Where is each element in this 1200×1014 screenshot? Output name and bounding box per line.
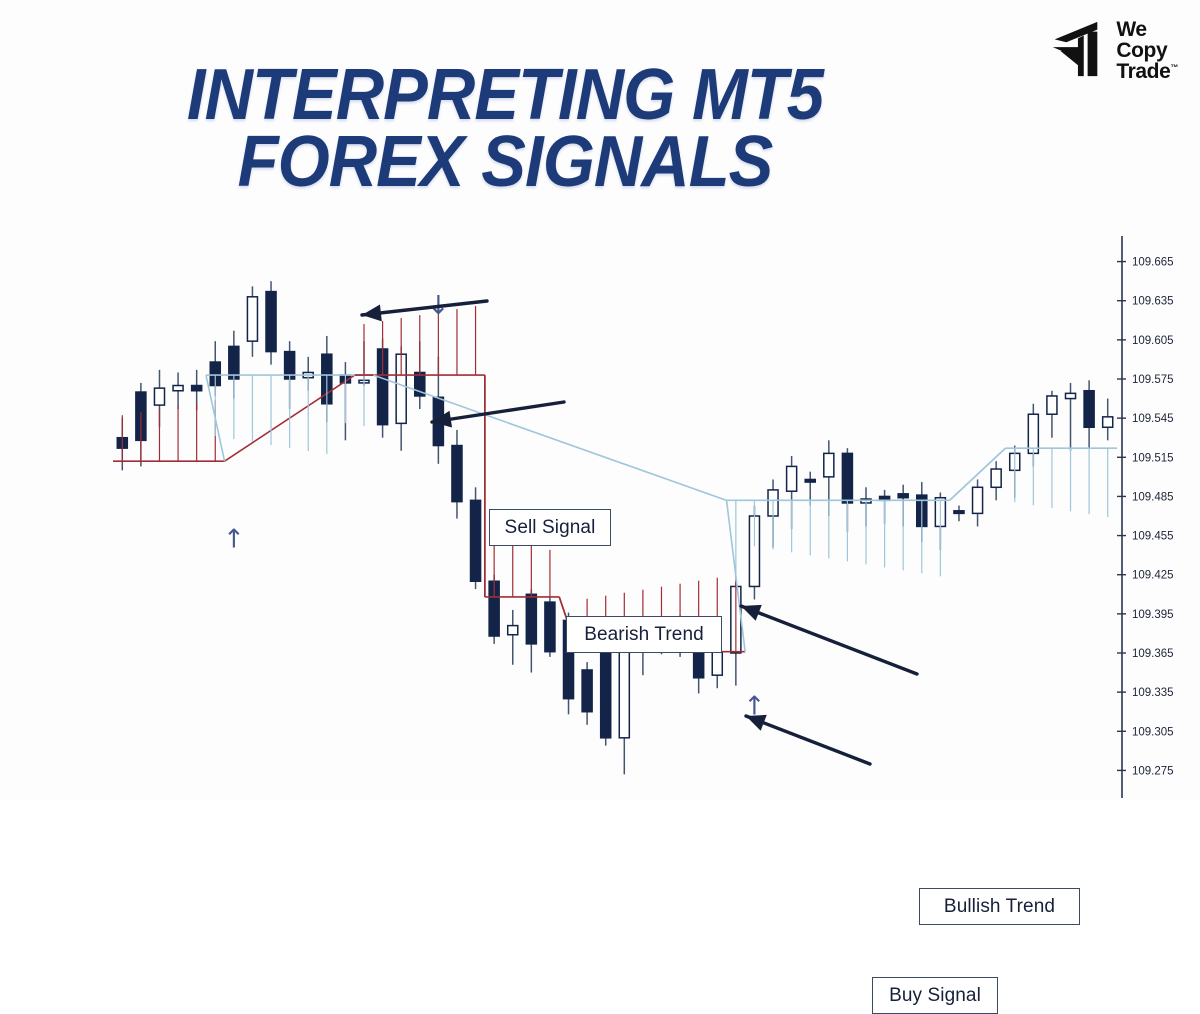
signal-markers: ↑↓↑ — [223, 291, 765, 722]
annotation-sell-signal[interactable]: Sell Signal — [489, 509, 611, 546]
candle — [599, 643, 612, 746]
logo-text-line-3: Trade™ — [1116, 59, 1178, 83]
axis-tick-label: 109.605 — [1132, 335, 1174, 347]
arrow-bullish-trend — [739, 604, 919, 676]
candle — [451, 429, 463, 519]
trademark-symbol: ™ — [1170, 62, 1178, 72]
arrow-bearish-trend — [430, 400, 566, 428]
title-line-2: FOREX SIGNALS — [237, 121, 774, 202]
trend-connector — [205, 374, 226, 462]
axis-tick-label: 109.575 — [1132, 374, 1174, 386]
page-title: INTERPRETING MT5 FOREX SIGNALS — [0, 55, 1010, 202]
annotation-bearish-trend[interactable]: Bearish Trend — [566, 616, 722, 653]
candle — [506, 609, 519, 665]
arrow-buy-signal — [744, 714, 872, 766]
axis-tick-label: 109.665 — [1132, 257, 1174, 269]
axis-tick-label: 109.305 — [1132, 726, 1174, 738]
candle — [953, 505, 965, 522]
candle — [1083, 380, 1095, 449]
price-axis: 109.665 109.635 109.605 109.575 109.545 109.5… — [1117, 236, 1174, 798]
candle — [1046, 390, 1058, 438]
axis-tick-label: 109.365 — [1132, 648, 1174, 660]
logo-wordmark: We Copy Trade™ — [1116, 18, 1178, 82]
chart-svg: ↑↓↑ 109.665109.635109.605109.575109.5451… — [113, 236, 1174, 798]
annotation-bullish-trend[interactable]: Bullish Trend — [919, 888, 1080, 925]
candle — [172, 372, 184, 410]
candle — [525, 589, 538, 673]
candle — [618, 643, 631, 775]
candle — [1101, 398, 1114, 441]
candle — [265, 281, 277, 365]
axis-tick-label: 109.425 — [1132, 570, 1174, 582]
candle-series — [116, 281, 1114, 775]
bearish-trend-line — [113, 306, 746, 653]
candle — [1064, 382, 1077, 451]
bullish-trend-line — [205, 374, 1117, 652]
axis-tick-label: 109.275 — [1132, 765, 1174, 777]
axis-tick-label: 109.635 — [1132, 296, 1174, 308]
annotation-arrows — [360, 299, 919, 766]
trend-connector — [725, 500, 746, 652]
trend-connector — [949, 447, 1006, 501]
trend-connector — [373, 374, 727, 502]
candle — [544, 596, 556, 657]
axis-tick-label: 109.335 — [1132, 687, 1174, 699]
up-arrow-marker: ↑ — [223, 524, 245, 554]
candle — [246, 286, 259, 357]
candle — [469, 487, 482, 590]
axis-tick-label: 109.395 — [1132, 609, 1174, 621]
annotation-buy-signal[interactable]: Buy Signal — [872, 977, 998, 1014]
arrow-sell-signal — [360, 299, 489, 322]
candle — [971, 479, 984, 527]
we-copy-trade-logo[interactable]: We Copy Trade™ — [1045, 18, 1178, 82]
logo-text-line-1: We — [1116, 18, 1147, 41]
logo-arrow-icon — [1053, 21, 1098, 77]
candlestick-chart: ↑↓↑ 109.665109.635109.605109.575109.5451… — [0, 232, 1200, 1014]
axis-tick-label: 109.485 — [1132, 491, 1174, 503]
candle — [990, 461, 1002, 501]
up-arrow-marker: ↑ — [744, 691, 766, 721]
axis-tick-label: 109.545 — [1132, 413, 1174, 425]
axis-tick-label: 109.515 — [1132, 452, 1174, 464]
candle — [581, 662, 593, 725]
poster-canvas: INTERPRETING MT5 FOREX SIGNALS We Copy T… — [0, 18, 1200, 1014]
title-line-1: INTERPRETING MT5 — [186, 55, 824, 135]
logo-text-line-2: Copy — [1116, 38, 1168, 62]
axis-tick-label: 109.455 — [1132, 531, 1174, 543]
